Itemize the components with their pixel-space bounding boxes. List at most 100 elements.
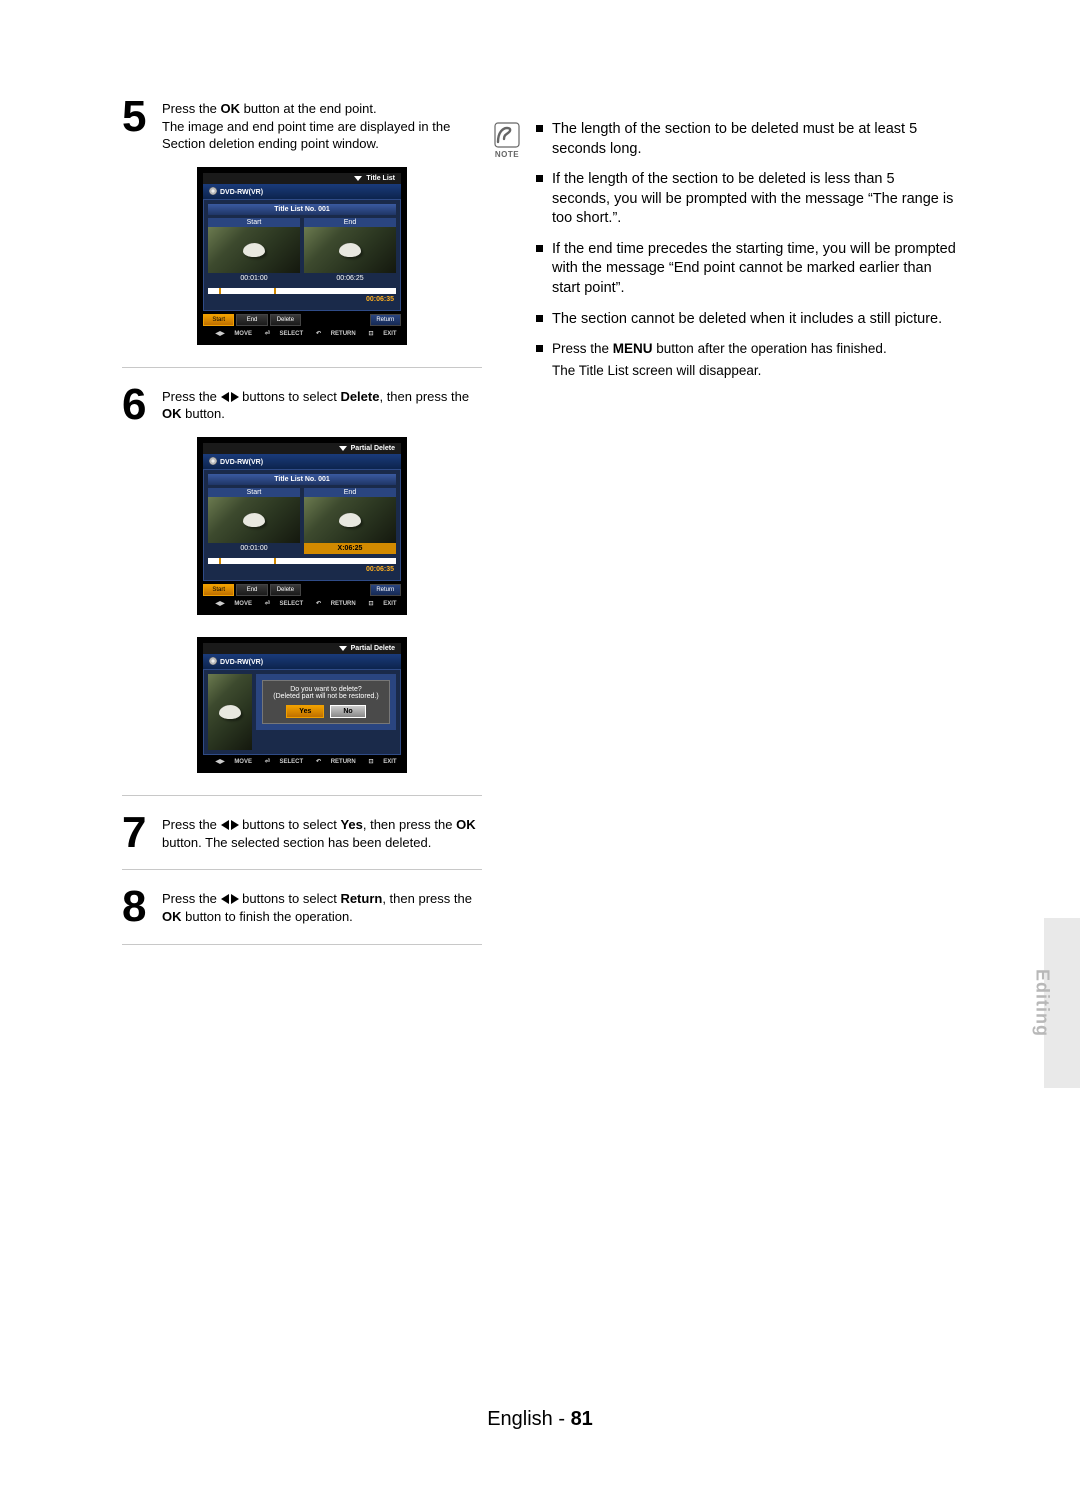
note-text: If the end time precedes the starting ti… (552, 241, 956, 296)
text: , then press the (382, 891, 472, 906)
note-item: The length of the section to be deleted … (536, 120, 956, 159)
osd-title: Title List (366, 175, 395, 182)
text: , then press the (363, 817, 456, 832)
elapsed-time: 00:06:35 (208, 566, 396, 576)
step-7: 7 Press the buttons to select Yes, then … (122, 814, 482, 851)
text-bold: OK (162, 909, 182, 924)
step-text: Press the buttons to select Delete, then… (162, 386, 482, 423)
title-number: Title List No. 001 (208, 474, 396, 485)
down-arrow-icon (339, 646, 347, 651)
legend-exit: EXIT (375, 331, 396, 337)
osd-return-button[interactable]: Return (370, 314, 401, 326)
legend-return: RETURN (323, 759, 356, 765)
step-5: 5 Press the OK button at the end point. … (122, 98, 482, 153)
down-arrow-icon (339, 446, 347, 451)
end-thumbnail (304, 497, 396, 543)
page-footer: English - 81 (0, 1408, 1080, 1431)
progress-bar (208, 558, 396, 564)
confirm-dialog: Do you want to delete? (Deleted part wil… (256, 674, 396, 730)
footer-language: English - (487, 1408, 570, 1430)
osd-screenshot-confirm-dialog: Partial Delete DVD-RW(VR) Do you want to… (197, 637, 407, 773)
start-label: Start (208, 488, 300, 497)
text: Press the (162, 891, 221, 906)
note-item: Press the MENU button after the operatio… (536, 340, 956, 380)
start-thumbnail (208, 227, 300, 273)
note-text: Press the (552, 341, 613, 356)
text-bold: Yes (340, 817, 362, 832)
text-bold: Delete (340, 389, 379, 404)
text: button to finish the operation. (182, 909, 353, 924)
osd-start-button[interactable]: Start (203, 314, 234, 326)
step-number: 5 (122, 98, 152, 135)
start-thumbnail (208, 497, 300, 543)
divider (122, 795, 482, 796)
text-bold: OK (456, 817, 476, 832)
osd-end-button[interactable]: End (236, 584, 267, 596)
osd-end-button[interactable]: End (236, 314, 267, 326)
legend-select: SELECT (272, 601, 304, 607)
yes-button[interactable]: Yes (286, 705, 324, 718)
spacer (303, 314, 368, 326)
step-8: 8 Press the buttons to select Return, th… (122, 888, 482, 925)
step-text: Press the buttons to select Yes, then pr… (162, 814, 482, 851)
disc-icon (209, 187, 217, 195)
note-label: NOTE (494, 150, 520, 159)
title-number: Title List No. 001 (208, 204, 396, 215)
note-item: The section cannot be deleted when it in… (536, 310, 956, 330)
left-arrow-icon (221, 392, 229, 402)
step-number: 7 (122, 814, 152, 851)
text: button at the end point. (240, 101, 377, 116)
legend-return: RETURN (323, 601, 356, 607)
step-text: Press the buttons to select Return, then… (162, 888, 482, 925)
osd-delete-button[interactable]: Delete (270, 584, 301, 596)
note-text: The length of the section to be deleted … (552, 121, 917, 157)
text: , then press the (379, 389, 469, 404)
note-text: The section cannot be deleted when it in… (552, 311, 942, 327)
legend-select: SELECT (272, 759, 304, 765)
legend-move: MOVE (226, 759, 252, 765)
start-label: Start (208, 218, 300, 227)
disc-label: DVD-RW(VR) (220, 189, 263, 196)
section-tab-label: Editing (1032, 969, 1053, 1037)
osd-start-button[interactable]: Start (203, 584, 234, 596)
dialog-note: (Deleted part will not be restored.) (267, 693, 385, 700)
text: buttons to select (239, 891, 341, 906)
note-item: If the length of the section to be delet… (536, 170, 956, 229)
legend-exit: EXIT (375, 759, 396, 765)
note-subtext: The Title List screen will disappear. (552, 362, 956, 380)
no-button[interactable]: No (330, 705, 365, 718)
end-time: 00:06:25 (304, 273, 396, 284)
page-content: 5 Press the OK button at the end point. … (122, 98, 962, 963)
text: The image and end point time are display… (162, 119, 450, 152)
osd-screenshot-title-list: Title List DVD-RW(VR) Title List No. 001… (197, 167, 407, 345)
left-column: 5 Press the OK button at the end point. … (122, 98, 482, 963)
divider (122, 367, 482, 368)
right-arrow-icon (231, 392, 239, 402)
start-time: 00:01:00 (208, 273, 300, 284)
osd-delete-button[interactable]: Delete (270, 314, 301, 326)
note-text: button after the operation has finished. (653, 341, 887, 356)
osd-screenshot-partial-delete: Partial Delete DVD-RW(VR) Title List No.… (197, 437, 407, 615)
end-thumbnail (304, 227, 396, 273)
spacer (303, 584, 368, 596)
text: Press the (162, 389, 221, 404)
right-arrow-icon (231, 820, 239, 830)
divider (122, 869, 482, 870)
text: button. (182, 406, 225, 421)
osd-return-button[interactable]: Return (370, 584, 401, 596)
osd-title: Partial Delete (351, 645, 395, 652)
divider (122, 944, 482, 945)
step-number: 8 (122, 888, 152, 925)
note-icon: NOTE (494, 122, 520, 159)
disc-icon (209, 457, 217, 465)
right-arrow-icon (231, 894, 239, 904)
text: buttons to select (239, 389, 341, 404)
dialog-question: Do you want to delete? (267, 686, 385, 693)
osd-title: Partial Delete (351, 445, 395, 452)
step-text: Press the OK button at the end point. Th… (162, 98, 482, 153)
legend-return: RETURN (323, 331, 356, 337)
legend-move: MOVE (226, 331, 252, 337)
legend: ◀▶ MOVE ⏎ SELECT ↶ RETURN ⊡ EXIT (203, 755, 401, 767)
text-bold: Return (340, 891, 382, 906)
start-time: 00:01:00 (208, 543, 300, 554)
